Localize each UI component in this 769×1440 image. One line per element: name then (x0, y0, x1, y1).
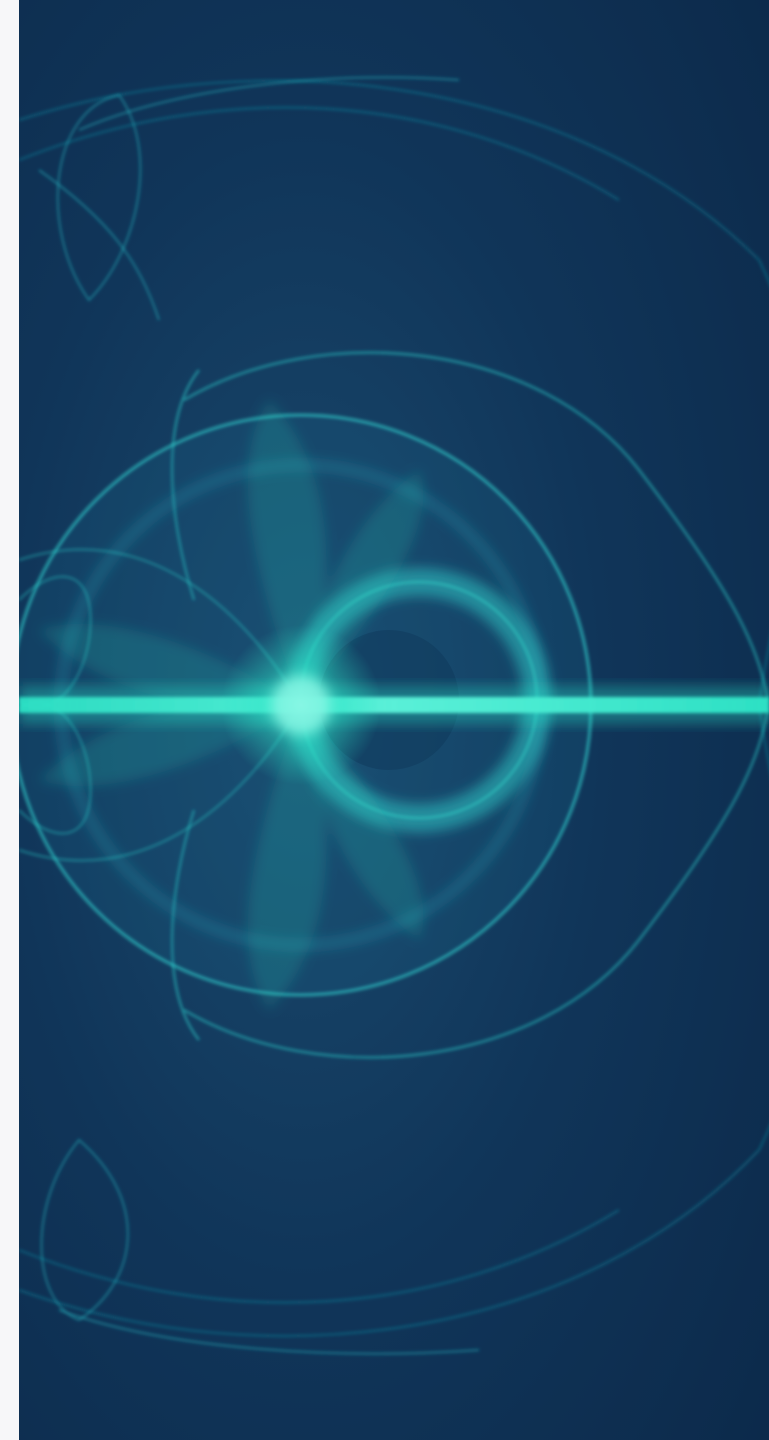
core-center (271, 675, 331, 735)
artwork-svg (19, 0, 769, 1440)
left-margin (0, 0, 19, 1440)
top-left-loop (38, 76, 460, 321)
outer-lens-curves (19, 79, 769, 1337)
middle-lens (170, 351, 769, 1059)
horizontal-beam (19, 697, 769, 713)
bottom-left-loop (40, 1138, 480, 1355)
abstract-light-artwork (19, 0, 769, 1440)
